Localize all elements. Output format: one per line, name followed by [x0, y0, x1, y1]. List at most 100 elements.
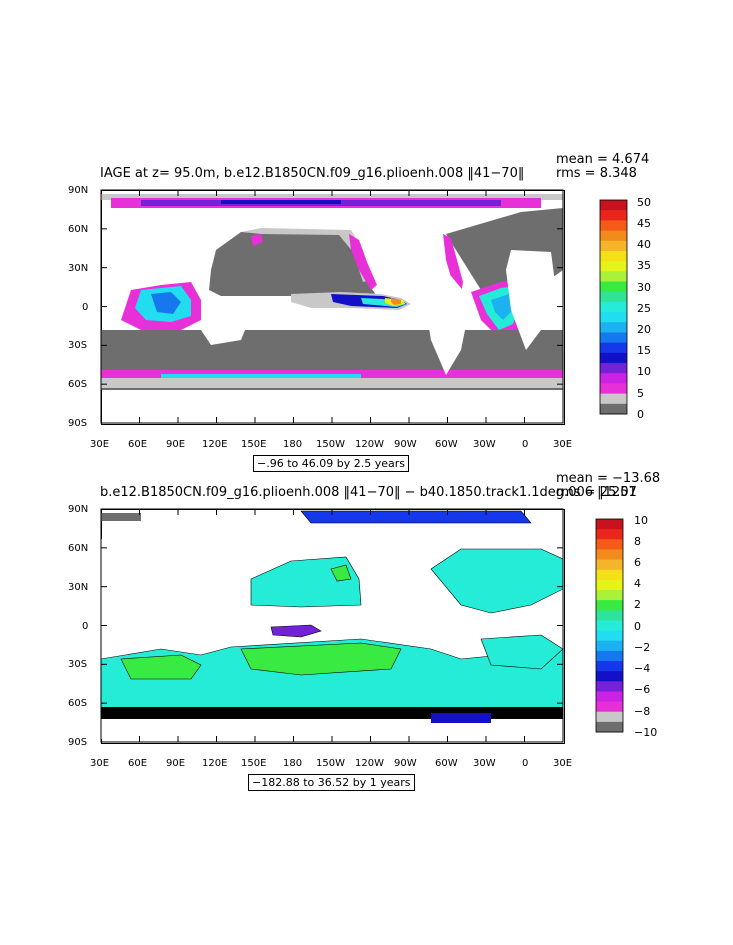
colorbar-1-swatch	[600, 373, 627, 384]
panel-1-mean: mean = 4.674	[556, 152, 650, 167]
diff-indian-green	[120, 654, 202, 680]
lon-tick: 180	[283, 439, 303, 450]
tropical-atlantic-blue	[491, 294, 515, 320]
diff-antarctic-black	[101, 707, 563, 719]
lon-tick: 120E	[202, 439, 228, 450]
colorbar-1-swatch	[600, 393, 627, 405]
colorbar-2-swatch	[596, 650, 623, 662]
equatorial-band-orange	[391, 298, 401, 305]
colorbar-2-swatch	[596, 721, 623, 733]
colorbar-2-swatch	[596, 610, 623, 621]
lat-tick: 60S	[68, 379, 88, 390]
colorbar-1-swatch	[600, 383, 627, 395]
colorbar-1-swatch	[600, 363, 627, 374]
colorbar-2-swatch	[596, 569, 623, 581]
lat-tick: 90N	[68, 504, 89, 515]
colorbar-label: 45	[637, 217, 651, 230]
africa-land	[506, 250, 556, 350]
lat-tick: 0	[82, 302, 89, 313]
colorbar-2-swatch	[596, 529, 623, 540]
colorbar-1-swatch	[600, 261, 627, 272]
lon-tick: 90W	[394, 758, 417, 769]
colorbar-label: 40	[637, 238, 651, 251]
diff-south-pacific-green	[240, 642, 402, 676]
colorbar-1-swatch	[600, 332, 627, 344]
lon-tick: 60W	[435, 439, 458, 450]
colorbar-label: 0	[634, 620, 641, 633]
diff-arctic-gray	[101, 513, 141, 521]
colorbar-1-swatch	[600, 291, 627, 303]
north-pacific-ocean	[209, 230, 376, 296]
colorbar-label: −4	[634, 662, 651, 675]
colorbar-2-swatch	[596, 539, 623, 550]
colorbar-1-swatch	[600, 281, 627, 293]
colorbar-label: 30	[637, 281, 651, 294]
indian-ocean-blue	[151, 292, 181, 314]
north-pacific-coastal	[349, 234, 377, 290]
lat-tick: 30N	[68, 582, 89, 593]
panel-1-rms: rms = 8.348	[556, 166, 637, 181]
lon-tick: 90E	[166, 758, 186, 769]
colorbar-2-swatch	[596, 600, 623, 611]
lon-tick: 60E	[128, 758, 148, 769]
lon-tick: 150E	[241, 439, 267, 450]
colorbar-label: 0	[637, 408, 644, 421]
arctic-gray-band	[101, 194, 563, 200]
lon-tick: 30E	[90, 758, 110, 769]
north-atlantic-coastal	[443, 234, 463, 294]
lat-tick: 90S	[68, 418, 88, 429]
lon-tick: 90W	[394, 439, 417, 450]
colorbar-2-swatch	[596, 630, 623, 642]
lon-tick: 0	[522, 758, 529, 769]
colorbar-label: 10	[637, 365, 651, 378]
lon-tick: 30E	[553, 758, 573, 769]
colorbar-label: 5	[637, 387, 644, 400]
lon-tick: 30W	[473, 439, 496, 450]
colorbar-1-swatch	[600, 352, 627, 364]
map-border	[100, 508, 564, 743]
kuroshio-patch	[251, 234, 263, 246]
colorbar-label: 10	[634, 514, 648, 527]
colorbar-1-swatch	[600, 301, 627, 313]
colorbar-1-swatch	[600, 342, 627, 354]
colorbar-label: 35	[637, 259, 651, 272]
colorbar-label: 2	[634, 598, 641, 611]
colorbar-1-swatch	[600, 312, 627, 323]
arctic-blue-band	[221, 200, 341, 204]
map-border	[100, 189, 564, 424]
lon-tick: 120E	[202, 758, 228, 769]
colorbar-label: 25	[637, 302, 651, 315]
south-america-land	[426, 276, 471, 375]
colorbar-label: −8	[634, 705, 651, 718]
antarctic-cyan	[161, 374, 361, 380]
lon-tick: 30E	[553, 439, 573, 450]
panel-2-mean: mean = −13.68	[556, 471, 661, 486]
lat-tick: 60S	[68, 698, 88, 709]
colorbar-1-swatch	[600, 403, 627, 415]
lat-tick: 0	[82, 621, 89, 632]
colorbar-label: −10	[634, 726, 658, 739]
lon-tick: 30W	[473, 758, 496, 769]
panel-2-title: b.e12.B1850CN.f09_g16.plioenh.008 ‖41−70…	[100, 485, 637, 500]
colorbar-2-swatch	[596, 620, 623, 632]
colorbar-2-swatch	[596, 519, 623, 530]
panel-2-range-box: −182.88 to 36.52 by 1 years	[248, 774, 415, 791]
lon-tick: 60E	[128, 439, 148, 450]
colorbar-2-swatch	[596, 590, 623, 601]
diff-tropics-purple	[270, 624, 322, 638]
lat-tick: 30N	[68, 263, 89, 274]
colorbar-label: 50	[637, 196, 651, 209]
lat-tick: 60N	[68, 224, 89, 235]
colorbar-label: −2	[634, 641, 651, 654]
lat-tick: 60N	[68, 543, 89, 554]
colorbar-2-swatch	[596, 640, 623, 652]
colorbar-2-swatch	[596, 661, 623, 672]
colorbar-label: 20	[637, 323, 651, 336]
colorbar-1-outline	[599, 199, 628, 415]
lon-tick: 60W	[435, 758, 458, 769]
colorbar-1-swatch	[600, 322, 627, 333]
colorbar-1-swatch	[600, 271, 627, 283]
lat-tick: 90N	[68, 185, 89, 196]
colorbar-1-swatch	[600, 200, 627, 211]
